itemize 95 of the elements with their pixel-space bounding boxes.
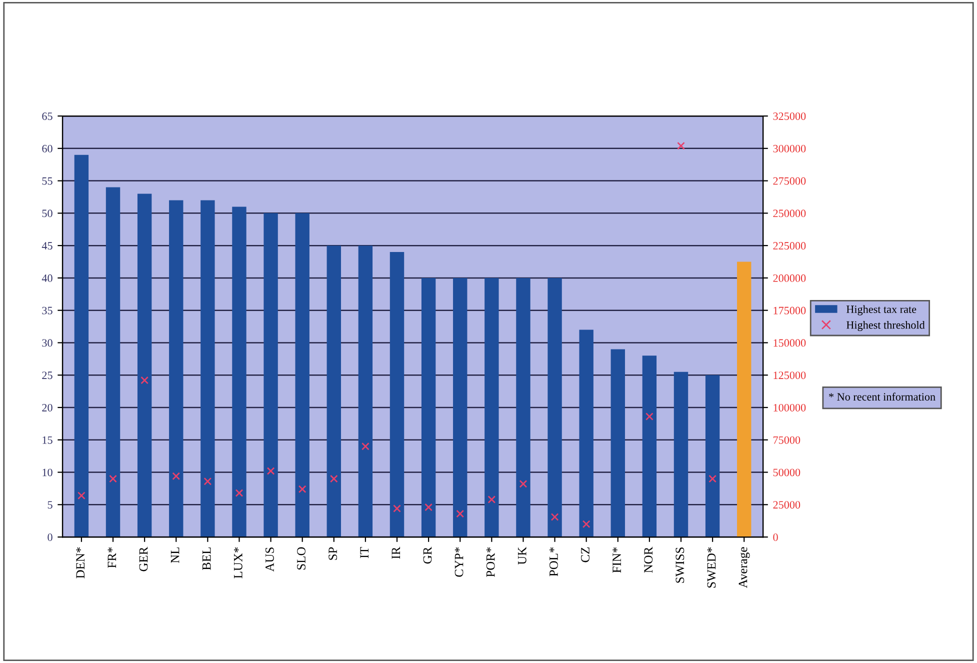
bar (484, 278, 499, 538)
x-tick-label: UK (518, 546, 526, 565)
x-tick-label: CZ (581, 547, 590, 562)
x-tick-label: DEN* (76, 547, 84, 578)
x-tick-label: AUS (266, 548, 274, 572)
bar (674, 372, 688, 538)
point (645, 412, 654, 421)
point (78, 492, 86, 500)
y2-tick-label: 25000 (773, 501, 800, 509)
bar (232, 206, 246, 538)
x-tick-label: POR* (486, 547, 495, 577)
y2-tick-label: 100000 (774, 404, 806, 412)
y-tick-label: 15 (42, 436, 52, 444)
y2-tick-label: 200000 (773, 274, 806, 282)
legend-label: Highest threshold (846, 320, 925, 332)
bar (579, 330, 594, 538)
point (393, 504, 401, 512)
bar (737, 262, 752, 538)
bar (548, 278, 562, 538)
x-tick-label: SP (328, 547, 338, 560)
bar (200, 200, 215, 538)
bar (390, 252, 404, 538)
x-tick-label: LUX* (234, 547, 242, 578)
y-tick-label: 45 (42, 242, 52, 250)
x-tick-label: SWED* (707, 547, 716, 588)
x-tick-label: NL (170, 548, 180, 564)
bar (74, 154, 89, 538)
bar (421, 278, 436, 538)
y2-tick-label: 150000 (774, 339, 806, 347)
y2-tick-label: 50000 (773, 468, 800, 476)
y2-tick-label: 275000 (773, 177, 806, 185)
x-tick-label: SLO (297, 547, 306, 570)
y-tick-label: 0 (48, 533, 52, 541)
bar (453, 278, 468, 538)
point (172, 472, 180, 480)
point (266, 467, 275, 475)
y-tick-label: 65 (42, 112, 52, 120)
point (456, 510, 464, 518)
x-tick-label: FR* (108, 547, 116, 568)
x-tick-label: GR (423, 546, 432, 564)
point (424, 503, 433, 512)
point (109, 474, 117, 483)
x-tick-label: GER (139, 546, 148, 572)
point (140, 376, 149, 384)
y-tick-label: 55 (42, 177, 52, 185)
point (582, 520, 590, 528)
x-tick-label: IT (360, 546, 368, 558)
y2-tick-label: 75000 (773, 436, 800, 444)
bar (326, 246, 341, 538)
x-tick-label: CYP* (454, 547, 464, 577)
y2-tick-label: 175000 (774, 306, 806, 314)
bar (610, 349, 625, 538)
y-tick-label: 5 (48, 501, 52, 509)
x-tick-label: BEL (202, 548, 211, 570)
y-tick-label: 20 (42, 404, 52, 412)
y2-tick-label: 325000 (773, 112, 806, 120)
bar (516, 278, 530, 538)
y-tick-label: 35 (42, 306, 52, 314)
y2-tick-label: 125000 (774, 372, 806, 380)
bar (295, 213, 310, 538)
point (298, 485, 306, 494)
point (362, 442, 370, 450)
y-tick-label: 25 (42, 372, 52, 380)
x-tick-label: SWISS (676, 548, 684, 583)
point (488, 496, 496, 504)
point (204, 477, 212, 486)
bar (264, 213, 278, 538)
y2-tick-label: 300000 (773, 144, 806, 152)
y2-tick-label: 0 (773, 533, 778, 541)
x-tick-label: FIN* (612, 547, 621, 573)
y-tick-label: 10 (42, 468, 52, 476)
point (235, 489, 244, 497)
y-tick-label: 40 (42, 274, 52, 282)
point (677, 142, 685, 150)
x-tick-label: NOR (644, 546, 653, 573)
point (708, 474, 716, 483)
x-tick-label: IR (392, 546, 400, 559)
bar (358, 246, 373, 538)
y-tick-label: 50 (42, 210, 52, 218)
x-tick-label: POL* (550, 547, 558, 576)
legend-label: Highest tax rate (846, 305, 916, 316)
x-tick-label: Average (738, 547, 750, 588)
y-tick-label: 60 (42, 144, 52, 152)
bar (137, 194, 152, 538)
point (550, 513, 559, 521)
y-tick-label: 30 (42, 339, 52, 347)
y2-tick-label: 225000 (773, 242, 806, 250)
bar (106, 187, 120, 538)
bar (169, 200, 184, 538)
point (330, 474, 338, 483)
bar (705, 375, 720, 538)
point (519, 480, 528, 488)
y2-tick-label: 250000 (773, 210, 806, 218)
text: * No recent information (829, 392, 936, 401)
bar (642, 356, 657, 538)
